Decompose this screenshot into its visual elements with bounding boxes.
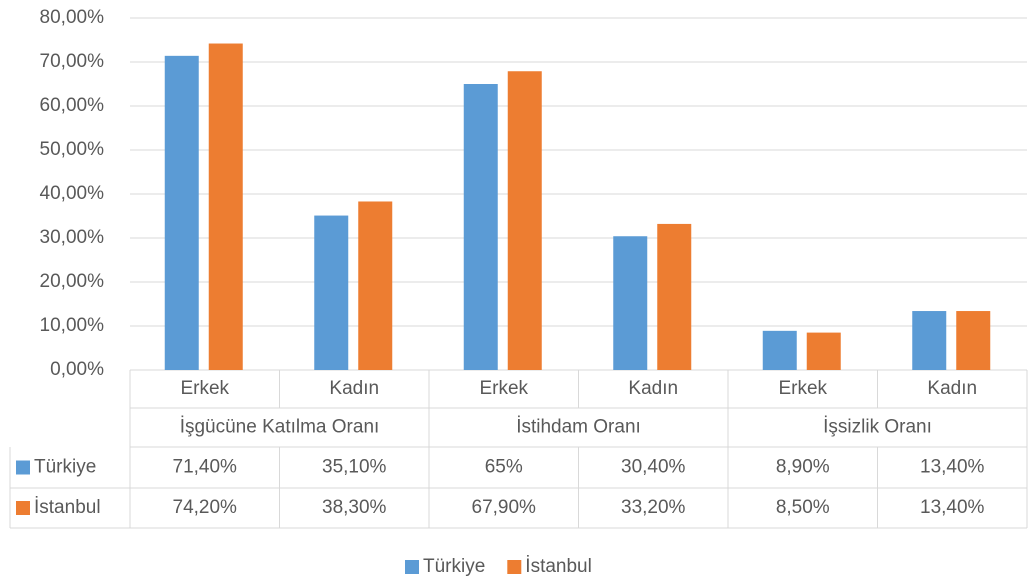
bar bbox=[613, 236, 648, 370]
x-tick-label: Kadın bbox=[628, 378, 678, 399]
table-cell: 67,90% bbox=[472, 497, 537, 518]
bar bbox=[164, 55, 199, 371]
bar bbox=[314, 215, 349, 370]
table-cell: 13,40% bbox=[920, 457, 985, 478]
y-tick-label: 10,00% bbox=[40, 315, 105, 336]
bar bbox=[912, 311, 947, 370]
x-tick-label: Kadın bbox=[329, 378, 379, 399]
y-tick-label: 60,00% bbox=[40, 95, 105, 116]
legend-label: Türkiye bbox=[423, 556, 485, 577]
table-cell: 65% bbox=[485, 457, 523, 478]
y-tick-label: 50,00% bbox=[40, 139, 105, 160]
table-cell: 8,90% bbox=[776, 457, 830, 478]
bar bbox=[463, 84, 498, 370]
legend-key bbox=[16, 460, 30, 475]
bar bbox=[208, 43, 243, 371]
table-cell: 71,40% bbox=[173, 457, 238, 478]
bar bbox=[657, 223, 692, 370]
table-cell: 13,40% bbox=[920, 497, 985, 518]
bar bbox=[358, 201, 393, 370]
table-cell: 38,30% bbox=[322, 497, 387, 518]
group-label: İşsizlik Oranı bbox=[823, 417, 932, 438]
bar bbox=[507, 71, 542, 371]
x-tick-label: Erkek bbox=[778, 378, 827, 399]
x-tick-label: Kadın bbox=[927, 378, 977, 399]
table-cell: 35,10% bbox=[322, 457, 387, 478]
group-label: İstihdam Oranı bbox=[516, 417, 641, 438]
legend-swatch bbox=[405, 560, 419, 574]
y-tick-label: 0,00% bbox=[50, 359, 104, 380]
table-cell: 74,20% bbox=[173, 497, 238, 518]
table-cell: 33,20% bbox=[621, 497, 686, 518]
bar bbox=[956, 311, 991, 370]
y-tick-label: 30,00% bbox=[40, 227, 105, 248]
y-tick-label: 20,00% bbox=[40, 271, 105, 292]
bar bbox=[806, 332, 841, 370]
x-tick-label: Erkek bbox=[479, 378, 528, 399]
table-cell: 30,40% bbox=[621, 457, 686, 478]
y-tick-label: 80,00% bbox=[40, 7, 105, 28]
group-label: İşgücüne Katılma Oranı bbox=[180, 417, 380, 438]
x-tick-label: Erkek bbox=[180, 378, 229, 399]
row-header: İstanbul bbox=[34, 497, 101, 518]
bar bbox=[762, 330, 797, 370]
legend-key bbox=[16, 501, 30, 515]
y-tick-label: 70,00% bbox=[40, 51, 105, 72]
legend-swatch bbox=[507, 560, 522, 574]
y-tick-label: 40,00% bbox=[40, 183, 105, 204]
legend-label: İstanbul bbox=[525, 556, 592, 577]
table-cell: 8,50% bbox=[776, 497, 830, 518]
row-header: Türkiye bbox=[34, 457, 96, 478]
